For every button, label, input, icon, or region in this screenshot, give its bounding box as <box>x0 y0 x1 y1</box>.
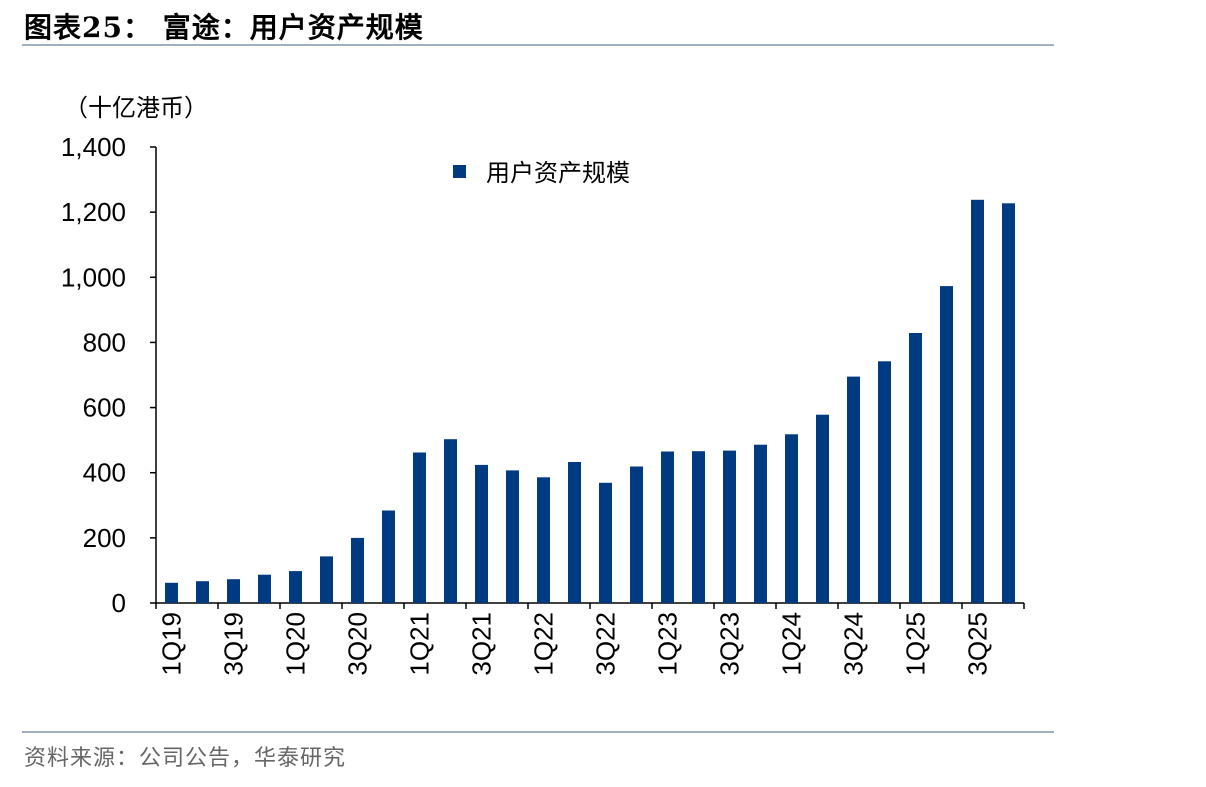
bar <box>754 444 767 603</box>
x-tick-label: 1Q22 <box>529 612 559 676</box>
bar <box>940 286 953 603</box>
y-tick-label: 1,200 <box>61 197 126 227</box>
y-tick-label: 0 <box>112 588 126 618</box>
y-tick-label: 1,400 <box>61 132 126 162</box>
x-tick-label: 3Q25 <box>963 612 993 676</box>
bar <box>1002 203 1015 604</box>
x-tick-label: 1Q25 <box>901 612 931 676</box>
legend-label: 用户资产规模 <box>486 159 630 187</box>
y-tick-label: 800 <box>83 327 126 357</box>
x-tick-label: 3Q22 <box>591 612 621 676</box>
x-tick-label: 1Q21 <box>405 612 435 676</box>
x-tick-label: 1Q20 <box>281 612 311 676</box>
figure-title: 图表25： 富途：用户资产规模 <box>24 11 424 44</box>
bar <box>413 452 426 603</box>
y-unit-label: （十亿港币） <box>64 94 208 122</box>
bar <box>537 477 550 603</box>
bar <box>227 579 240 603</box>
bar <box>661 451 674 603</box>
x-tick-label: 1Q19 <box>157 612 187 676</box>
source-note: 资料来源：公司公告，华泰研究 <box>24 746 347 771</box>
title-divider <box>22 44 1054 46</box>
bar <box>382 510 395 603</box>
bar <box>568 462 581 603</box>
bar-chart: 0 200 400 600 800 1,000 1,200 1,400 1Q19 3Q19 1Q20… <box>61 132 1025 676</box>
y-tick-label: 200 <box>83 523 126 553</box>
bar <box>847 376 860 603</box>
bar <box>909 333 922 603</box>
y-tick-label: 400 <box>83 458 126 488</box>
x-tick-label: 1Q23 <box>653 612 683 676</box>
y-tick-label: 600 <box>83 393 126 423</box>
bar <box>351 537 364 603</box>
bar <box>289 571 302 603</box>
legend-swatch <box>453 165 466 178</box>
bar <box>258 574 271 603</box>
bar <box>878 361 891 603</box>
bar <box>165 582 178 603</box>
bar <box>816 414 829 603</box>
bar <box>320 556 333 603</box>
bar <box>506 470 519 603</box>
bar <box>599 482 612 603</box>
bar <box>196 581 209 603</box>
bar <box>723 450 736 603</box>
x-tick-label: 3Q20 <box>343 612 373 676</box>
footer-divider <box>22 731 1054 733</box>
bar <box>785 434 798 603</box>
bar <box>475 464 488 603</box>
bar <box>692 451 705 603</box>
bar <box>630 466 643 603</box>
x-tick-label: 3Q21 <box>467 612 497 676</box>
x-tick-label: 3Q24 <box>839 612 869 676</box>
bar <box>444 439 457 603</box>
bar <box>971 199 984 604</box>
x-tick-label: 3Q19 <box>219 612 249 676</box>
x-tick-label: 1Q24 <box>777 612 807 676</box>
x-tick-label: 3Q23 <box>715 612 745 676</box>
y-tick-label: 1,000 <box>61 262 126 292</box>
